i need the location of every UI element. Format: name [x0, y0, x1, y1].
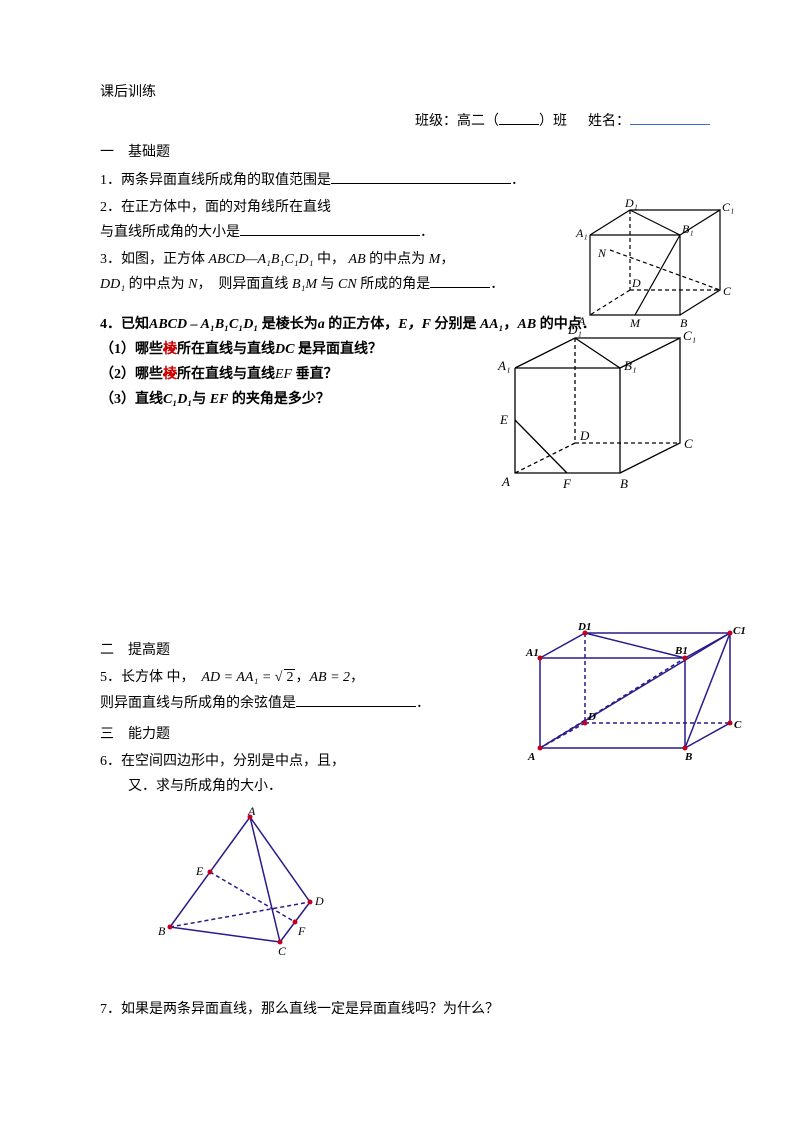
q4-p2-red: 棱	[163, 367, 177, 382]
q5-t1: 5．长方体 中，	[100, 670, 202, 685]
q4-b: 是棱长为	[258, 317, 318, 332]
svg-text:C₁: C₁	[722, 200, 734, 214]
q4-d: 分别是	[431, 317, 480, 332]
q4-p1-red: 棱	[163, 342, 177, 357]
q3-t6: 与	[317, 277, 338, 292]
figure-tetrahedron: A B C D E F	[150, 807, 740, 957]
q4-p3c: 的夹角是多少？	[228, 392, 330, 407]
svg-text:E: E	[195, 864, 204, 878]
q4-p1a: （1）哪些	[100, 342, 163, 357]
svg-text:C: C	[734, 719, 742, 731]
q4-p1c: 是异面直线？	[294, 342, 382, 357]
section-1-title: 一 基础题	[100, 140, 740, 165]
q3-t7: 所成的角是	[357, 277, 431, 292]
q4-p3a: （3）直线	[100, 392, 163, 407]
svg-text:C: C	[684, 436, 693, 451]
class-blank	[499, 110, 539, 125]
question-7: 7．如果是两条异面直线，那么直线一定是异面直线吗？为什么？	[100, 997, 740, 1022]
q3-abcd: ABCD—A₁B₁C₁D₁	[209, 252, 314, 267]
svg-text:D: D	[314, 894, 324, 908]
page-title: 课后训练	[100, 80, 740, 105]
svg-text:A₁: A₁	[575, 226, 588, 240]
q4-ef2: EF	[210, 392, 229, 407]
q5-sqrt2: 2	[284, 669, 295, 685]
q3-t4: 的中点为	[125, 277, 188, 292]
q3-dd1: DD₁	[100, 277, 125, 292]
svg-text:D: D	[587, 711, 596, 723]
q4-p2b: 所在直线与直线	[177, 367, 275, 382]
q5-c2: ，	[350, 670, 364, 685]
name-blank	[630, 110, 710, 125]
q3-ab: AB	[349, 252, 366, 267]
q5-blank	[296, 692, 416, 707]
figure-cuboid: D1 C1 A1 B1 D C A B	[520, 618, 750, 768]
q5-period: ．	[416, 696, 430, 711]
q5-adeq: AD = AA₁ =	[202, 670, 275, 685]
q2-blank	[240, 221, 420, 236]
class-prefix: 班级：高二（	[415, 114, 499, 129]
q4-ef: E，F	[398, 317, 431, 332]
q3-t1: 3．如图，正方体	[100, 252, 209, 267]
q4-efline: EF	[275, 367, 292, 382]
class-name-line: 班级：高二（ ）班 姓名：	[100, 109, 740, 134]
svg-text:N: N	[597, 246, 607, 260]
q4-dc: DC	[275, 342, 294, 357]
q1-text: 1．两条异面直线所成角的取值范围是	[100, 173, 331, 188]
svg-text:D₁: D₁	[567, 322, 582, 337]
q4-p1b: 所在直线与直线	[177, 342, 275, 357]
q3-t5: ， 则异面直线	[197, 277, 292, 292]
svg-text:B1: B1	[674, 645, 688, 657]
svg-text:E: E	[499, 412, 508, 427]
q1-blank	[331, 169, 511, 184]
svg-text:D: D	[579, 428, 590, 443]
q3-t2: 中，	[314, 252, 349, 267]
svg-text:A₁: A₁	[497, 358, 510, 373]
svg-text:D1: D1	[577, 621, 591, 633]
q3-t3b: ，	[440, 252, 454, 267]
q5-line2: 则异面直线与所成角的余弦值是	[100, 696, 296, 711]
q4-p2c: 垂直？	[292, 367, 338, 382]
q4-avar: a	[318, 317, 325, 332]
svg-text:B: B	[684, 751, 692, 763]
q5-abeq: AB = 2	[309, 670, 350, 685]
svg-text:C1: C1	[733, 625, 746, 637]
q3-t3: 的中点为	[366, 252, 429, 267]
svg-text:B₁: B₁	[624, 358, 636, 373]
svg-text:C₁: C₁	[683, 328, 696, 343]
svg-text:F: F	[562, 476, 572, 491]
q2-line2: 与直线所成角的大小是	[100, 225, 240, 240]
svg-text:A1: A1	[525, 647, 539, 659]
svg-text:B₁: B₁	[682, 222, 694, 236]
q4-a: 4．已知	[100, 317, 149, 332]
name-label: 姓名：	[588, 114, 630, 129]
q3-cn: CN	[338, 277, 357, 292]
q5-c1: ，	[295, 670, 309, 685]
figure-cube-2: D₁ C₁ A₁ B₁ D C A B E F	[490, 318, 700, 498]
q4-cube: ABCD – A₁B₁C₁D₁	[149, 317, 258, 332]
q4-c: 的正方体，	[325, 317, 399, 332]
class-suffix: ）班	[539, 114, 567, 129]
svg-text:A: A	[501, 474, 510, 489]
svg-text:D₁: D₁	[624, 196, 638, 210]
svg-text:C: C	[278, 944, 287, 957]
svg-text:B: B	[620, 476, 628, 491]
svg-text:A: A	[527, 751, 535, 763]
q4-c1d1: C₁D₁	[163, 392, 192, 407]
figure-cube-1: D₁ C₁ A₁ B₁ D C A B N M	[570, 195, 740, 335]
q6-l2: 又．求与所成角的大小．	[100, 774, 740, 799]
q3-b1m: B₁M	[292, 277, 317, 292]
q3-blank	[430, 273, 490, 288]
question-1: 1．两条异面直线所成角的取值范围是．	[100, 168, 740, 193]
q4-p2a: （2）哪些	[100, 367, 163, 382]
svg-text:C: C	[723, 284, 732, 298]
svg-text:D: D	[631, 276, 641, 290]
q3-m: M	[429, 252, 441, 267]
svg-text:B: B	[158, 924, 166, 938]
svg-text:A: A	[247, 807, 256, 818]
q4-p3b: 与	[192, 392, 210, 407]
q3-period: ．	[490, 277, 504, 292]
svg-text:F: F	[297, 924, 306, 938]
